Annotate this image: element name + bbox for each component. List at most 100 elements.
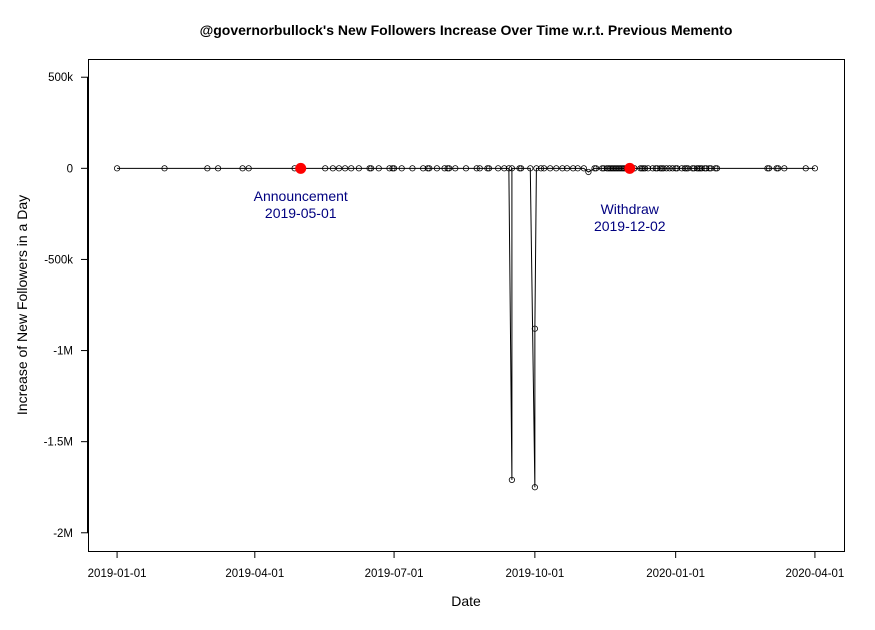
data-point <box>599 165 606 172</box>
data-point <box>476 165 483 172</box>
data-point <box>678 165 685 172</box>
data-point <box>386 165 393 172</box>
data-point <box>348 165 355 172</box>
data-point <box>649 165 656 172</box>
data-point <box>605 165 612 172</box>
data-point <box>608 165 615 172</box>
data-point <box>603 165 610 172</box>
data-point <box>366 165 373 172</box>
x-tick-label: 2019-07-01 <box>365 568 424 580</box>
data-point <box>698 165 705 172</box>
y-tick-label: 0 <box>67 163 73 175</box>
data-point <box>355 165 362 172</box>
data-point <box>811 165 819 172</box>
data-point <box>446 165 453 172</box>
data-point <box>672 165 679 172</box>
data-point <box>683 165 690 172</box>
data-point <box>485 165 493 172</box>
data-point <box>707 165 714 172</box>
data-point <box>684 165 692 172</box>
data-point <box>585 168 592 176</box>
data-point <box>615 165 623 172</box>
data-point <box>341 165 349 172</box>
data-point <box>531 325 538 332</box>
data-point <box>645 165 652 172</box>
data-point <box>764 165 771 172</box>
data-point <box>773 165 780 172</box>
data-point <box>508 165 516 172</box>
highlight-point <box>295 162 307 174</box>
data-point <box>409 165 416 172</box>
data-point <box>495 165 502 172</box>
data-point <box>674 165 681 172</box>
data-point <box>484 165 491 172</box>
data-point <box>703 165 710 172</box>
data-point <box>654 165 661 172</box>
data-point <box>591 165 598 172</box>
data-point <box>690 165 698 172</box>
annotation-label: 2019-12-02 <box>594 218 666 234</box>
data-point <box>640 165 647 172</box>
annotation-label: Withdraw <box>601 201 660 217</box>
data-point <box>638 165 646 172</box>
data-point <box>697 165 704 172</box>
data-point <box>669 165 676 172</box>
data-point <box>239 165 246 172</box>
data-point <box>322 165 329 172</box>
data-point <box>424 165 431 172</box>
data-point <box>666 165 673 172</box>
data-point <box>712 165 719 172</box>
data-point <box>600 165 607 172</box>
data-point <box>701 165 708 172</box>
data-point <box>559 165 566 172</box>
y-tick-label: 500k <box>48 72 73 84</box>
data-point <box>426 165 433 172</box>
data-point <box>609 165 617 172</box>
x-tick-label: 2019-10-01 <box>505 568 564 580</box>
data-point <box>547 165 554 172</box>
data-point <box>689 165 696 172</box>
data-point <box>517 165 525 172</box>
y-tick-label: -2M <box>53 528 73 540</box>
data-point <box>390 165 398 172</box>
y-tick-label: -1M <box>53 346 73 358</box>
data-point <box>693 165 701 172</box>
x-tick-label: 2019-01-01 <box>88 568 147 580</box>
data-point <box>563 165 571 172</box>
y-axis-title: Increase of New Followers in a Day <box>14 195 30 415</box>
data-point <box>592 165 600 172</box>
data-point <box>441 165 448 172</box>
data-point <box>398 165 405 172</box>
data-point <box>375 165 382 172</box>
data-point <box>713 165 721 172</box>
data-point <box>606 165 613 172</box>
data-point <box>695 165 702 172</box>
data-point <box>574 165 581 172</box>
data-point <box>531 484 538 491</box>
data-point <box>706 165 713 172</box>
data-point <box>444 165 451 172</box>
data-point <box>473 165 480 172</box>
y-tick-label: -1.5M <box>44 437 73 449</box>
data-point <box>245 165 252 172</box>
data-point <box>802 165 809 172</box>
data-point <box>765 165 773 172</box>
annotation-label: Announcement <box>254 188 348 204</box>
data-point <box>775 165 782 172</box>
data-point <box>570 165 577 172</box>
x-tick-label: 2020-01-01 <box>646 568 705 580</box>
data-point <box>505 165 512 172</box>
highlight-point <box>624 162 636 174</box>
data-point <box>501 165 508 172</box>
data-point <box>652 165 659 172</box>
data-point <box>214 165 222 172</box>
data-point <box>508 476 516 484</box>
chart-title: @governorbullock's New Followers Increas… <box>200 22 733 38</box>
data-point <box>335 165 343 172</box>
data-point <box>681 165 688 172</box>
data-point <box>617 165 624 172</box>
data-point <box>368 165 375 172</box>
x-axis: 2019-01-01 2019-04-01 2019-07-01 2019-10-01… <box>88 551 844 580</box>
data-point <box>433 165 441 172</box>
